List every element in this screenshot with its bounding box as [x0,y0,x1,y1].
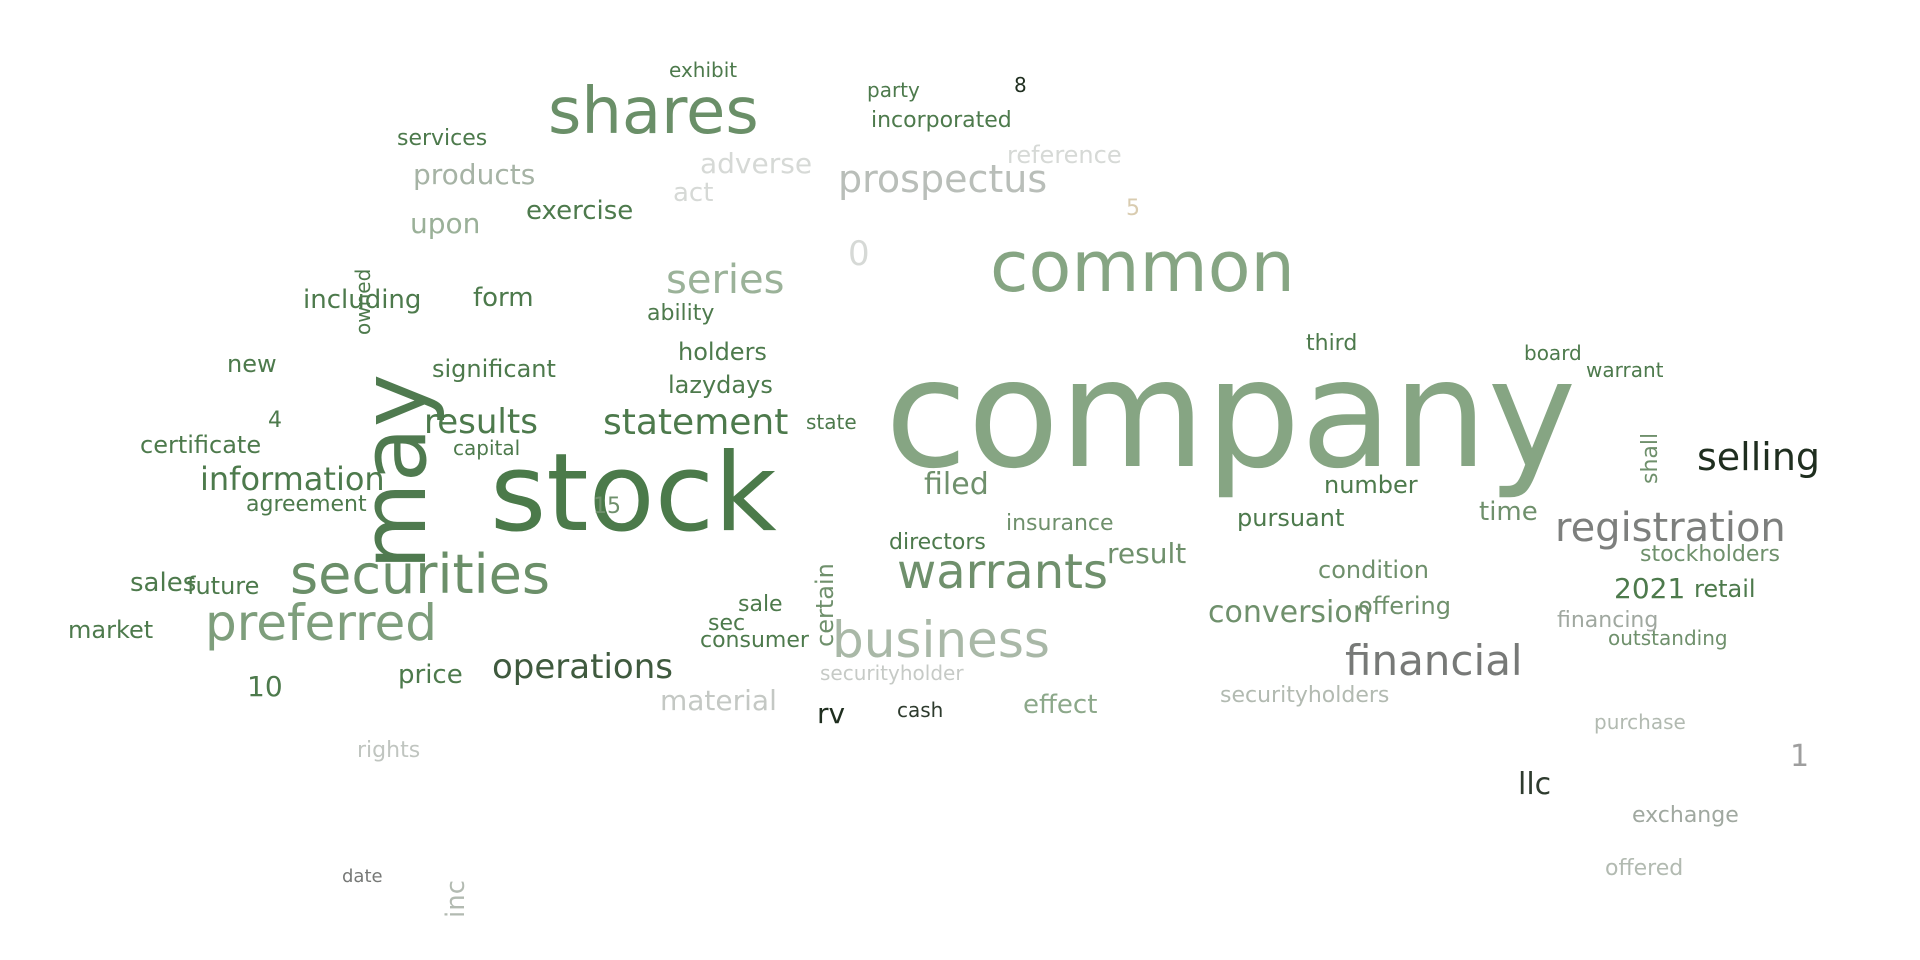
cloud-word: securityholder [820,661,964,685]
cloud-word: 15 [593,494,621,519]
cloud-word: sale [738,592,783,617]
cloud-word: llc [1518,767,1552,802]
cloud-word: conversion [1208,595,1372,630]
cloud-word: lazydays [668,371,773,399]
cloud-word: selling [1697,435,1821,479]
cloud-word: insurance [1006,511,1114,536]
cloud-word: registration [1555,505,1786,551]
cloud-word: rights [357,738,421,763]
cloud-word: effect [1023,690,1098,720]
cloud-word: state [806,410,857,434]
cloud-word: material [660,684,777,717]
cloud-word: condition [1318,556,1429,584]
cloud-word: price [398,660,463,690]
cloud-word: filed [924,467,989,502]
cloud-word: market [68,616,154,644]
cloud-word: ability [647,301,715,326]
cloud-word: 1 [1790,739,1810,774]
cloud-word: board [1524,341,1582,365]
cloud-word: outstanding [1608,626,1728,650]
cloud-word: inc [441,880,471,918]
cloud-word: operations [492,647,673,687]
cloud-word: party [867,78,920,102]
cloud-word: adverse [700,147,813,180]
cloud-word: incorporated [871,108,1012,133]
cloud-word: prospectus [838,157,1048,201]
cloud-word: exchange [1632,803,1739,828]
cloud-word: time [1479,497,1538,527]
cloud-word: number [1324,471,1418,499]
cloud-word: exercise [526,196,634,226]
cloud-word: statement [603,402,789,443]
cloud-word: cash [897,698,944,722]
cloud-word: third [1306,331,1358,356]
cloud-word: financial [1345,636,1523,685]
cloud-word: sales [130,568,197,598]
cloud-word: sec [708,611,746,636]
cloud-word: services [397,126,488,151]
cloud-word: stock [490,431,777,556]
cloud-word: agreement [246,492,367,517]
cloud-word: 10 [247,670,283,703]
cloud-word: offered [1605,856,1684,881]
cloud-word: certificate [140,431,262,459]
cloud-word: warrant [1586,358,1664,382]
cloud-word: upon [410,207,481,240]
cloud-word: information [200,460,385,498]
cloud-word: 8 [1014,73,1027,97]
cloud-word: offering [1358,592,1451,620]
cloud-word: act [673,178,714,208]
cloud-word: new [227,350,277,378]
cloud-word: certain [811,563,839,647]
cloud-word: pursuant [1237,504,1345,532]
cloud-word: rv [817,697,846,730]
cloud-word: products [413,158,536,191]
cloud-word: result [1107,537,1187,570]
cloud-word: company [885,328,1577,502]
cloud-word: consumer [700,628,809,653]
cloud-word: 2021 [1614,572,1686,605]
cloud-word: warrants [897,544,1108,600]
cloud-word: form [473,283,534,313]
cloud-word: financing [1557,608,1659,633]
cloud-word: directors [889,530,986,555]
cloud-word: business [832,611,1050,669]
cloud-word: securityholders [1220,683,1390,708]
cloud-word: purchase [1594,710,1686,734]
cloud-word: date [342,866,383,887]
cloud-word: 4 [268,408,282,433]
cloud-word: reference [1007,141,1122,169]
cloud-word: capital [453,436,521,460]
cloud-word: future [187,572,260,600]
cloud-word: common [990,226,1295,308]
cloud-word: results [424,402,538,442]
cloud-word: stockholders [1640,542,1780,567]
cloud-word: 0 [848,234,870,274]
cloud-word: series [666,257,785,303]
cloud-word: holders [678,338,767,366]
cloud-word: significant [432,355,556,383]
cloud-word: securities [290,543,551,606]
cloud-word: including [303,285,422,315]
cloud-word: shares [548,75,759,149]
cloud-word: 5 [1126,196,1140,221]
cloud-word: exhibit [669,58,738,82]
cloud-word: preferred [205,594,437,652]
cloud-word: shall [1638,432,1663,484]
cloud-word: retail [1694,575,1756,603]
cloud-word: owned [351,268,375,335]
